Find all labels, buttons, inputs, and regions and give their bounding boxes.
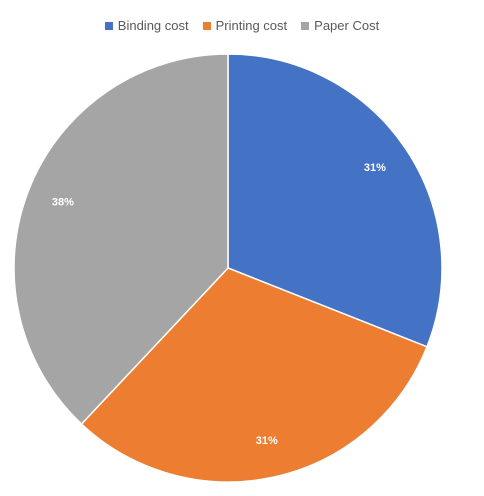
legend-item-paper-cost: Paper Cost	[301, 18, 379, 33]
legend-label-binding-cost: Binding cost	[117, 18, 189, 33]
legend-swatch-binding-cost	[104, 21, 113, 30]
legend-item-binding-cost: Binding cost	[104, 18, 189, 33]
legend-label-paper-cost: Paper Cost	[314, 18, 380, 33]
legend-swatch-paper-cost	[301, 21, 310, 30]
data-label-printing-cost: 31%	[256, 435, 278, 447]
data-label-binding-cost: 31%	[364, 162, 386, 174]
pie-slice-paper-cost	[13, 53, 229, 426]
legend-label-printing-cost: Printing cost	[215, 18, 288, 33]
legend-swatch-printing-cost	[202, 21, 211, 30]
legend-item-printing-cost: Printing cost	[202, 18, 288, 33]
data-label-paper-cost: 38%	[52, 197, 74, 209]
pie-slice-binding-cost	[227, 53, 443, 348]
chart-legend: Binding cost Printing cost Paper Cost	[0, 18, 484, 33]
pie-slice-printing-cost	[80, 267, 428, 483]
